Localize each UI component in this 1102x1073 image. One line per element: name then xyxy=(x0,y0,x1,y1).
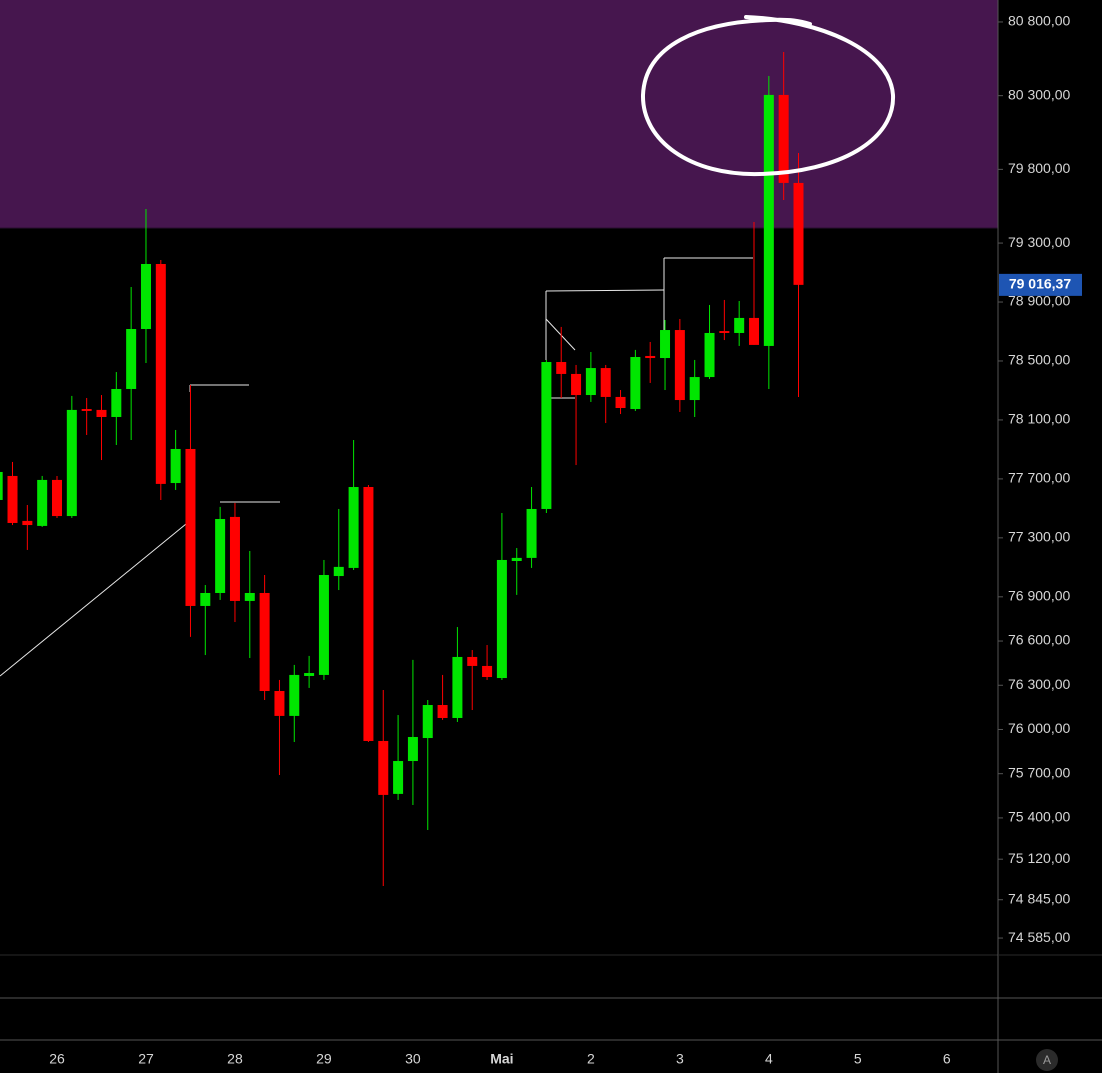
candle-body xyxy=(274,691,285,716)
candle-body xyxy=(600,368,611,397)
candle-body xyxy=(452,656,463,718)
candle-body xyxy=(259,592,270,692)
resistance-zone xyxy=(0,0,998,229)
y-tick-label: 78 100,00 xyxy=(1008,411,1070,427)
candle-body xyxy=(778,94,789,183)
candle-body xyxy=(22,520,33,526)
candle-body xyxy=(689,377,700,401)
y-tick-label: 78 500,00 xyxy=(1008,352,1070,368)
candle-body xyxy=(763,94,774,346)
candle-body xyxy=(66,409,77,517)
candle-body xyxy=(660,330,671,359)
candle-body xyxy=(526,508,537,558)
y-tick-label: 79 800,00 xyxy=(1008,160,1070,176)
candle-body xyxy=(511,557,522,562)
candle-body xyxy=(749,317,760,345)
y-tick-label: 77 700,00 xyxy=(1008,470,1070,486)
candle-body xyxy=(348,487,359,568)
candle-body xyxy=(378,740,389,795)
y-tick-label: 77 300,00 xyxy=(1008,529,1070,545)
candle-body xyxy=(393,761,404,794)
candle-body xyxy=(111,388,122,417)
y-tick-label: 75 700,00 xyxy=(1008,764,1070,780)
candle-body xyxy=(229,516,240,601)
candle-body xyxy=(244,592,255,601)
candle-body xyxy=(467,656,478,666)
candle-body xyxy=(793,182,804,285)
highlight-circle xyxy=(640,15,896,177)
y-tick-label: 76 900,00 xyxy=(1008,588,1070,604)
candle-body xyxy=(170,448,181,484)
x-tick-label: 4 xyxy=(765,1051,773,1067)
candle-body xyxy=(215,518,226,593)
candle-body xyxy=(126,328,137,389)
candle-body xyxy=(734,317,745,333)
candle-body xyxy=(96,409,107,417)
y-tick-label: 80 800,00 xyxy=(1008,13,1070,29)
x-tick-label: 2 xyxy=(587,1051,595,1067)
candle-body xyxy=(7,475,18,523)
candle-body xyxy=(52,479,62,517)
candle-body xyxy=(289,674,300,716)
candle-body xyxy=(363,487,374,741)
x-tick-label: 5 xyxy=(854,1051,862,1067)
user-drawings xyxy=(0,257,753,677)
candle-body xyxy=(585,368,596,396)
x-tick-label: 29 xyxy=(316,1051,332,1067)
candle-body xyxy=(140,263,151,329)
candle-body xyxy=(407,736,418,762)
candle-body xyxy=(719,331,730,333)
candle-body xyxy=(674,330,685,401)
candle-body xyxy=(482,665,493,678)
candle-body xyxy=(556,362,567,374)
candle-body xyxy=(541,362,552,509)
last-price-label: 79 016,37 xyxy=(1009,276,1071,292)
candle-body xyxy=(185,448,196,606)
candle-body xyxy=(37,479,48,526)
candle-body xyxy=(437,705,448,718)
y-tick-label: 75 400,00 xyxy=(1008,809,1070,825)
x-tick-label: 27 xyxy=(138,1051,154,1067)
y-tick-label: 79 300,00 xyxy=(1008,234,1070,250)
candle-body xyxy=(318,575,329,675)
y-tick-label: 74 585,00 xyxy=(1008,929,1070,945)
last-price-box xyxy=(999,273,1082,296)
auto-scale-label[interactable]: A xyxy=(1043,1053,1051,1067)
y-tick-label: 78 900,00 xyxy=(1008,293,1070,309)
candle-body xyxy=(496,559,507,679)
x-tick-label: 30 xyxy=(405,1051,421,1067)
y-tick-label: 76 000,00 xyxy=(1008,720,1070,736)
candle-body xyxy=(200,592,211,606)
y-tick-label: 74 845,00 xyxy=(1008,890,1070,906)
candle-body xyxy=(645,355,656,359)
x-tick-label: 28 xyxy=(227,1051,243,1067)
y-tick-label: 75 120,00 xyxy=(1008,850,1070,866)
candle-body xyxy=(630,357,641,410)
level-line xyxy=(545,289,665,292)
candle-body xyxy=(155,263,166,484)
x-tick-label: 3 xyxy=(676,1051,684,1067)
candle-body xyxy=(615,396,626,409)
candle-body xyxy=(422,705,433,739)
candle-body xyxy=(304,673,315,676)
x-tick-label: 6 xyxy=(943,1051,951,1067)
candle-body xyxy=(0,471,3,500)
x-tick-label: Mai xyxy=(490,1051,513,1067)
auto-scale-button[interactable] xyxy=(1036,1049,1058,1071)
y-tick-label: 76 600,00 xyxy=(1008,632,1070,648)
trend-line xyxy=(545,318,576,351)
candle-body xyxy=(81,409,92,411)
trend-line xyxy=(0,523,187,677)
y-tick-label: 80 300,00 xyxy=(1008,86,1070,102)
candle-body xyxy=(333,566,344,577)
candle-body xyxy=(571,373,582,396)
x-tick-label: 26 xyxy=(49,1051,65,1067)
y-tick-label: 76 300,00 xyxy=(1008,676,1070,692)
candle-body xyxy=(704,332,715,378)
